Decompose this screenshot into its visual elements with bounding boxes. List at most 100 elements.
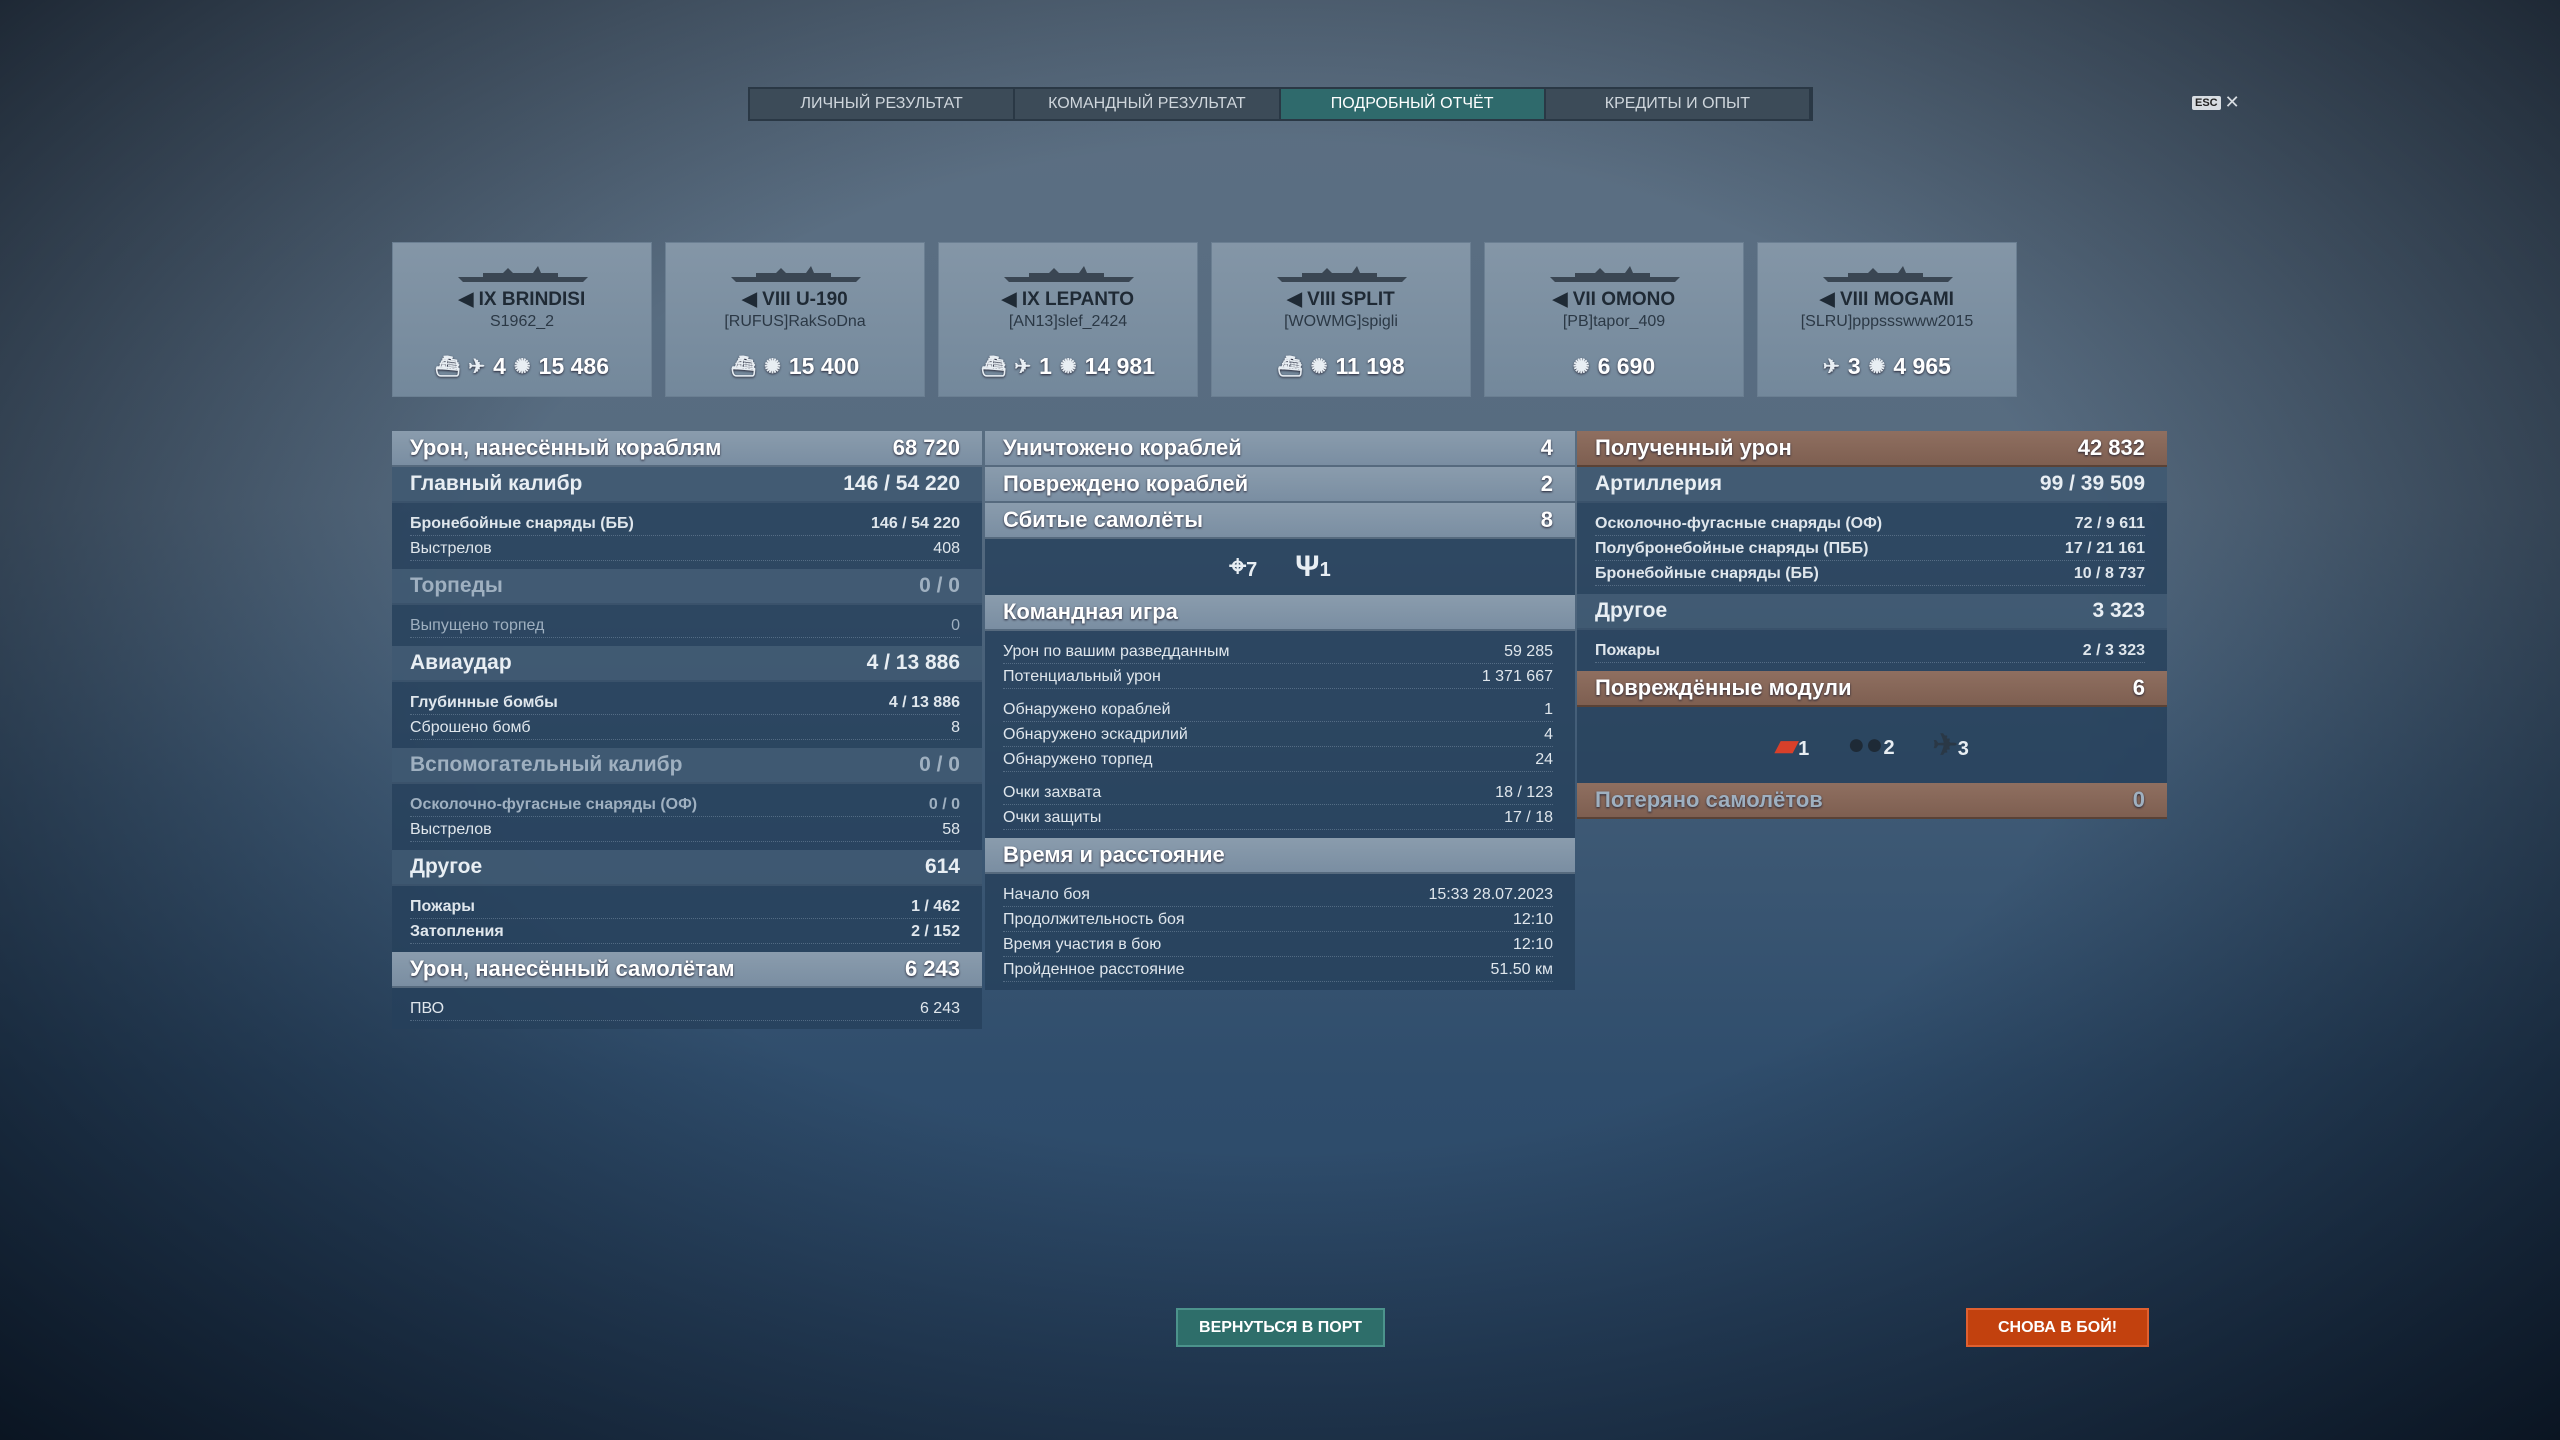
stat-value: 3 <box>1847 353 1861 379</box>
stat-value: 11 198 <box>1335 353 1405 379</box>
stat-label: Обнаружено кораблей <box>1003 701 1171 718</box>
submarine-icon: ◀ <box>1287 289 1308 310</box>
stat-label: Выстрелов <box>410 821 492 838</box>
ship-stats: ⛴ ✈ 4 ✺ 15 486 <box>393 353 651 380</box>
stat-label: Пожары <box>410 898 475 915</box>
value-total: 42 832 <box>2077 435 2145 460</box>
close-button[interactable]: ESC ✕ <box>2192 92 2240 113</box>
stat-label: Начало боя <box>1003 886 1090 903</box>
stat-value: 24 <box>1535 751 1553 769</box>
ship-silhouette-icon <box>1550 266 1680 282</box>
section-title: Артиллерия <box>1595 472 1722 495</box>
stat-row: Пройденное расстояние 51.50 км <box>1003 957 1553 982</box>
stat-row: Пожары 1 / 462 <box>410 894 960 919</box>
value-total: 54 220 <box>911 515 960 532</box>
ship-tier-name: IX LEPANTO <box>1021 289 1135 310</box>
stat-row: Урон по вашим разведданным 59 285 <box>1003 639 1553 664</box>
player-name: [AN13]slef_2424 <box>1008 313 1128 330</box>
submarine-icon: ◀ <box>742 289 763 310</box>
section-header: Урон, нанесённый самолётам 6 243 <box>392 952 982 988</box>
stat-row: Очки захвата 18 / 123 <box>1003 780 1553 805</box>
value-total: 3 323 <box>2092 599 2145 622</box>
value-count: 2 / <box>911 923 934 940</box>
value-count: 408 <box>933 540 960 557</box>
destroyer-icon: ◀ <box>458 289 479 310</box>
stat-value: 12:10 <box>1513 911 1553 929</box>
stat-value: 0 <box>951 617 960 635</box>
value-count: 0 / 0 <box>928 796 960 813</box>
value-total: 54 220 <box>895 472 960 495</box>
stat-value: 408 <box>933 540 960 558</box>
stat-value: 15:33 28.07.2023 <box>1428 886 1553 904</box>
icon-count: 1 <box>1798 737 1810 760</box>
ship-silhouette-icon <box>1823 266 1953 282</box>
tab-detailed-report[interactable]: ПОДРОБНЫЙ ОТЧЁТ <box>1280 89 1546 119</box>
stat-value: 0 / 0 <box>929 796 960 814</box>
ship-cards: ◀ IX BRINDISI S1962_2 ⛴ ✈ 4 ✺ 15 486 ◀ VIII U-1… <box>392 242 2017 397</box>
section-title: Время и расстояние <box>1003 842 1225 867</box>
battle-again-button[interactable]: СНОВА В БОЙ! <box>1966 1308 2149 1347</box>
value-count: 4 <box>1544 726 1553 743</box>
value-count: 0 / 0 <box>919 574 960 597</box>
section-header: Полученный урон 42 832 <box>1577 431 2167 467</box>
depth-charges-icon: ●● <box>1847 728 1884 761</box>
stat-value: 1 / 462 <box>911 898 960 916</box>
icon-count: 7 <box>1246 559 1258 581</box>
section-title: Авиаудар <box>410 651 512 674</box>
icon-count: 1 <box>1319 559 1331 581</box>
ship-card[interactable]: ◀ IX LEPANTO [AN13]slef_2424 ⛴ ✈ 1 ✺ 14 981 <box>938 242 1198 397</box>
damage-dealt-column: Урон, нанесённый кораблям 68 720 Главный к… <box>392 431 982 1029</box>
tab-credits-xp[interactable]: КРЕДИТЫ И ОПЫТ <box>1546 89 1811 119</box>
section-title: Урон, нанесённый самолётам <box>410 956 735 981</box>
stat-value: 17 / 21 161 <box>2065 540 2145 558</box>
section-title: Вспомогательный калибр <box>410 753 683 776</box>
player-name: [WOWMG]spigli <box>1284 313 1398 330</box>
subsection-header: Авиаудар 4 / 13 886 <box>392 646 982 682</box>
stat-value: 18 / 123 <box>1495 784 1553 802</box>
icon-stat: ⌖7 <box>1229 550 1257 584</box>
subsection-header: Артиллерия 99 / 39 509 <box>1577 467 2167 503</box>
stat-value: 0 / 0 <box>919 753 960 777</box>
ship-card[interactable]: ◀ VIII SPLIT [WOWMG]spigli ⛴ ✺ 11 198 <box>1211 242 1471 397</box>
value-total: 21 161 <box>2096 540 2145 557</box>
stat-value: 42 832 <box>2078 435 2145 461</box>
stat-row: Бронебойные снаряды (ББ) 146 / 54 220 <box>410 511 960 536</box>
stat-label: Осколочно-фугасные снаряды (ОФ) <box>1595 515 1883 532</box>
stat-value: 6 <box>2133 675 2145 701</box>
section-header: Повреждено кораблей 2 <box>985 467 1575 503</box>
stat-value: 1 <box>1039 353 1052 379</box>
stat-value: 12:10 <box>1513 936 1553 954</box>
ship-sunk-icon: ⛴ <box>1277 356 1303 378</box>
ship-card[interactable]: ◀ VIII MOGAMI [SLRU]pppssswww2015 ✈ 3 ✺ 4 965 <box>1757 242 2017 397</box>
tab-team-result[interactable]: КОМАНДНЫЙ РЕЗУЛЬТАТ <box>1015 89 1281 119</box>
destroyer-icon: ◀ <box>1001 289 1022 310</box>
close-icon[interactable]: ✕ <box>2224 92 2240 112</box>
stat-label: Бронебойные снаряды (ББ) <box>410 515 634 532</box>
ship-name: ◀ VII OMONO <box>1485 288 1743 311</box>
ship-card[interactable]: ◀ VIII U-190 [RUFUS]RakSoDna ⛴ ✺ 15 400 <box>665 242 925 397</box>
damage-icon: ✺ <box>513 356 531 378</box>
stat-value: 2 / 152 <box>911 923 960 941</box>
stat-value: 6 243 <box>920 1000 960 1018</box>
value-total: 13 886 <box>895 651 960 674</box>
stat-label: ПВО <box>410 1000 445 1017</box>
value-total: 2 <box>1540 471 1553 496</box>
stat-row: Начало боя 15:33 28.07.2023 <box>1003 882 1553 907</box>
stat-rows: Осколочно-фугасные снаряды (ОФ) 72 / 9 61… <box>1577 503 2167 594</box>
value-total: 9 611 <box>2105 515 2145 532</box>
player-name: [SLRU]pppssswww2015 <box>1800 313 1974 330</box>
stat-label: Урон по вашим разведданным <box>1003 643 1230 660</box>
section-title: Повреждённые модули <box>1595 675 1852 700</box>
value-total: 6 <box>2132 675 2145 700</box>
ship-name: ◀ VIII SPLIT <box>1212 288 1470 311</box>
stat-label: Затопления <box>410 923 504 940</box>
stat-row: Глубинные бомбы 4 / 13 886 <box>410 690 960 715</box>
value-total: 8 <box>1540 507 1553 532</box>
return-to-port-button[interactable]: ВЕРНУТЬСЯ В ПОРТ <box>1176 1308 1385 1347</box>
value-total: 68 720 <box>892 435 960 460</box>
ship-card[interactable]: ◀ VII OMONO [PB]tapor_409 ✺ 6 690 <box>1484 242 1744 397</box>
value-count: 4 / <box>866 651 896 674</box>
stat-rows: Осколочно-фугасные снаряды (ОФ) 0 / 0 Выст… <box>392 784 982 850</box>
ship-card[interactable]: ◀ IX BRINDISI S1962_2 ⛴ ✈ 4 ✺ 15 486 <box>392 242 652 397</box>
tab-personal-result[interactable]: ЛИЧНЫЙ РЕЗУЛЬТАТ <box>750 89 1016 119</box>
